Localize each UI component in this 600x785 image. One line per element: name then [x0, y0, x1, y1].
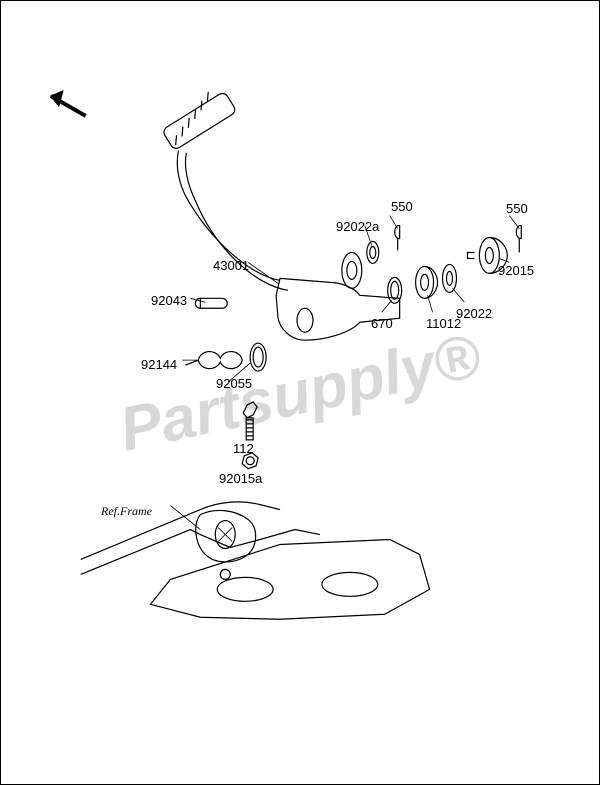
part-washer-92022a	[367, 242, 379, 264]
part-bolt	[243, 402, 257, 440]
part-oring-670	[388, 277, 402, 303]
part-pin-550b	[516, 226, 521, 253]
part-pin-550a	[395, 226, 400, 251]
label-112: 112	[233, 441, 254, 456]
label-92144: 92144	[141, 357, 177, 372]
label-92055: 92055	[216, 376, 252, 391]
label-92022a: 92022a	[336, 219, 379, 234]
label-550a: 550	[391, 199, 413, 214]
label-92015: 92015	[498, 263, 534, 278]
part-cap	[416, 266, 438, 298]
label-670: 670	[371, 316, 393, 331]
part-brake-pedal	[161, 91, 400, 340]
label-92015a: 92015a	[219, 471, 262, 486]
arrow-icon	[51, 91, 86, 116]
diagram-container: Partsupply®	[0, 0, 600, 785]
ref-frame	[81, 502, 430, 619]
part-washer-92022	[443, 264, 457, 292]
label-43001: 43001	[213, 258, 249, 273]
parts-diagram	[1, 1, 599, 784]
label-11012: 11012	[426, 316, 461, 331]
part-pin	[195, 298, 227, 308]
label-92043: 92043	[151, 293, 187, 308]
label-ref-frame: Ref.Frame	[101, 504, 152, 519]
part-oring-92055	[250, 343, 266, 371]
label-92022: 92022	[456, 306, 492, 321]
label-550b: 550	[506, 201, 528, 216]
